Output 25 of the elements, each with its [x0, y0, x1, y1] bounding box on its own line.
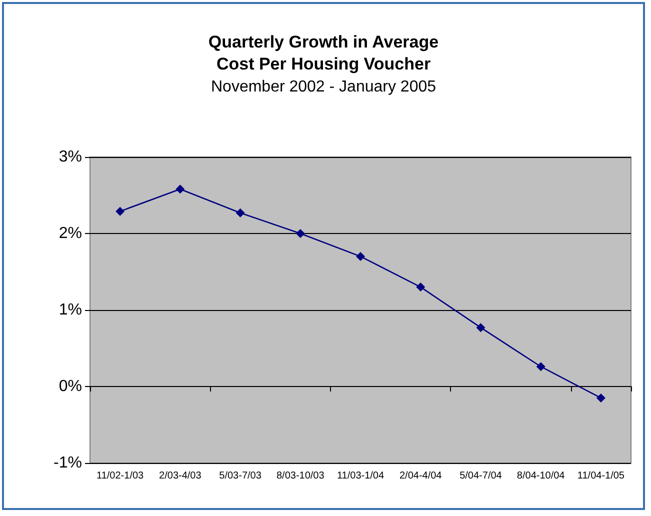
point	[536, 362, 546, 372]
y-tick-label: 2%	[58, 225, 82, 242]
point	[476, 323, 486, 332]
point	[296, 229, 305, 238]
x-tick-label: 8/04-10/04	[516, 470, 566, 482]
point	[356, 252, 365, 261]
x-tick-label: 2/04-4/04	[399, 470, 442, 482]
point	[176, 184, 185, 194]
x-tick-label: 8/03-10/03	[276, 470, 325, 482]
point	[416, 282, 426, 292]
x-tick-label: 2/03-4/03	[159, 470, 202, 482]
x-tick-label: 11/03-1/04	[336, 470, 384, 482]
point	[596, 393, 606, 402]
y-tick-label: 1%	[58, 302, 82, 318]
x-tick-label: 5/04-7/04	[460, 470, 502, 482]
y-tick-label: 0%	[58, 378, 82, 395]
point	[116, 206, 125, 216]
y-tick-label: 3%	[58, 148, 82, 166]
chart-title: Quarterly Growth in Average Cost Per Housing Voucher	[208, 32, 439, 74]
chart-subtitle: November 2002 - January 2005	[210, 78, 436, 96]
point	[236, 208, 245, 218]
x-tick-label: 11/04-1/05	[577, 470, 625, 482]
x-tick-label: 5/03-7/03	[219, 470, 262, 482]
x-tick-label: 11/02-1/03	[96, 470, 144, 482]
y-tick-label: -1%	[54, 454, 82, 472]
